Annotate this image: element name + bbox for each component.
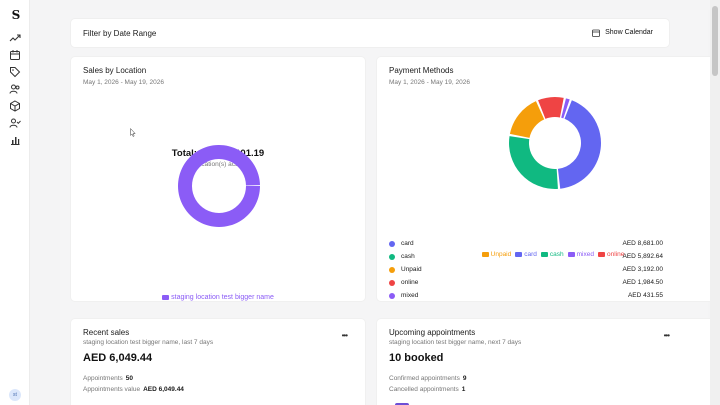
tag-icon[interactable]: [9, 66, 21, 78]
mouse-cursor-icon: [130, 128, 136, 137]
payment-method-label: mixed: [401, 292, 419, 299]
appointments-stat: Appointments 50: [83, 375, 133, 382]
user-check-icon[interactable]: [9, 117, 21, 129]
calendar-icon[interactable]: [9, 49, 21, 61]
legend-swatch: [540, 251, 548, 257]
card-title: Payment Methods: [389, 66, 454, 75]
date-filter-bar: Filter by Date Range Show Calendar: [70, 18, 670, 48]
card-title: Upcoming appointments: [389, 328, 476, 337]
payment-amount: AED 8,681.00: [622, 240, 663, 247]
legend-label: mixed: [576, 251, 594, 258]
scrollbar-thumb[interactable]: [712, 6, 718, 76]
legend-item-online[interactable]: online: [597, 251, 625, 258]
payment-row-card: card AED 8,681.00: [389, 239, 663, 251]
sales-by-location-card: Sales by Location May 1, 2026 - May 19, …: [70, 56, 366, 302]
upcoming-appointments-card: Upcoming appointments staging location t…: [376, 318, 720, 405]
donut-slice-staging-location-test-bigger-name[interactable]: [178, 145, 260, 228]
booked-count: 10 booked: [389, 352, 444, 364]
main-content: Filter by Date Range Show Calendar Sales…: [60, 10, 720, 405]
color-dot: [389, 254, 395, 260]
payment-row-online: online AED 1,984.50: [389, 278, 663, 290]
cancelled-stat: Cancelled appointments 1: [389, 386, 466, 393]
payment-amount: AED 5,892.64: [622, 253, 663, 260]
payment-method-label: online: [401, 279, 419, 286]
color-dot: [389, 293, 395, 299]
appointments-value-stat: Appointments value AED 6,049.44: [83, 386, 184, 393]
legend-swatch: [567, 251, 575, 257]
payment-method-label: cash: [401, 253, 415, 260]
trend-icon[interactable]: [9, 32, 21, 44]
payment-row-mixed: mixed AED 431.55: [389, 291, 663, 303]
legend-label: Unpaid: [490, 251, 512, 258]
more-options-button[interactable]: •••: [663, 331, 670, 340]
legend-item-cash[interactable]: cash: [540, 251, 564, 258]
donut-slice-online[interactable]: [538, 97, 564, 119]
show-calendar-button[interactable]: Show Calendar: [589, 25, 659, 41]
recent-sales-card: Recent sales staging location test bigge…: [70, 318, 366, 405]
bar-chart-icon[interactable]: [9, 134, 21, 146]
legend-swatch: [162, 294, 170, 300]
users-icon[interactable]: [9, 83, 21, 95]
color-dot: [389, 267, 395, 273]
legend-item-unpaid[interactable]: Unpaid: [481, 251, 512, 258]
location-donut-chart: [178, 145, 260, 228]
more-options-button[interactable]: •••: [341, 331, 348, 340]
calendar-icon: [592, 29, 601, 37]
sidebar: S st: [0, 0, 30, 405]
legend-label: card: [524, 251, 537, 258]
legend-swatch: [515, 251, 523, 257]
donut-slice-card[interactable]: [557, 100, 601, 189]
location-legend[interactable]: staging location test bigger name: [71, 294, 365, 301]
legend-label: online: [606, 251, 625, 258]
legend-label: cash: [549, 251, 564, 258]
payment-amount: AED 1,984.50: [622, 279, 663, 286]
payment-legend: Unpaid card cash mixed online: [377, 251, 720, 258]
legend-swatch: [597, 251, 605, 257]
confirmed-stat: Confirmed appointments 9: [389, 375, 467, 382]
card-subtitle: staging location test bigger name, next …: [389, 339, 522, 346]
payment-donut-chart: [509, 97, 601, 189]
color-dot: [389, 280, 395, 286]
app-logo[interactable]: S: [11, 8, 21, 22]
payment-row-unpaid: Unpaid AED 3,192.00: [389, 265, 663, 277]
payment-amount: AED 3,192.00: [622, 266, 663, 273]
payment-methods-card: Payment Methods May 1, 2026 - May 19, 20…: [376, 56, 720, 302]
mini-bar: [395, 403, 409, 405]
payment-method-label: Unpaid: [401, 266, 422, 273]
avatar[interactable]: st: [9, 389, 21, 401]
legend-swatch: [481, 251, 489, 257]
recent-sales-amount: AED 6,049.44: [83, 352, 153, 364]
card-subtitle: staging location test bigger name, last …: [83, 339, 214, 346]
date-range: May 1, 2026 - May 19, 2026: [83, 79, 164, 86]
date-range: May 1, 2026 - May 19, 2026: [389, 79, 470, 86]
box-icon[interactable]: [9, 100, 21, 112]
payment-amount: AED 431.55: [627, 292, 663, 299]
legend-label: staging location test bigger name: [171, 294, 274, 301]
donut-slice-unpaid[interactable]: [509, 101, 545, 138]
payment-row-cash: cash AED 5,892.64: [389, 252, 663, 264]
donut-slice-mixed[interactable]: [561, 98, 570, 119]
color-dot: [389, 241, 395, 247]
scrollbar[interactable]: [710, 0, 720, 405]
donut-slice-cash[interactable]: [509, 136, 558, 189]
active-locations: 1 location(s) active: [190, 161, 246, 168]
legend-item-card[interactable]: card: [515, 251, 537, 258]
filter-title: Filter by Date Range: [83, 29, 157, 38]
card-title: Sales by Location: [83, 66, 147, 75]
show-calendar-label: Show Calendar: [605, 29, 653, 36]
card-title: Recent sales: [83, 328, 130, 337]
legend-item-mixed[interactable]: mixed: [567, 251, 594, 258]
payment-method-label: card: [401, 240, 414, 247]
